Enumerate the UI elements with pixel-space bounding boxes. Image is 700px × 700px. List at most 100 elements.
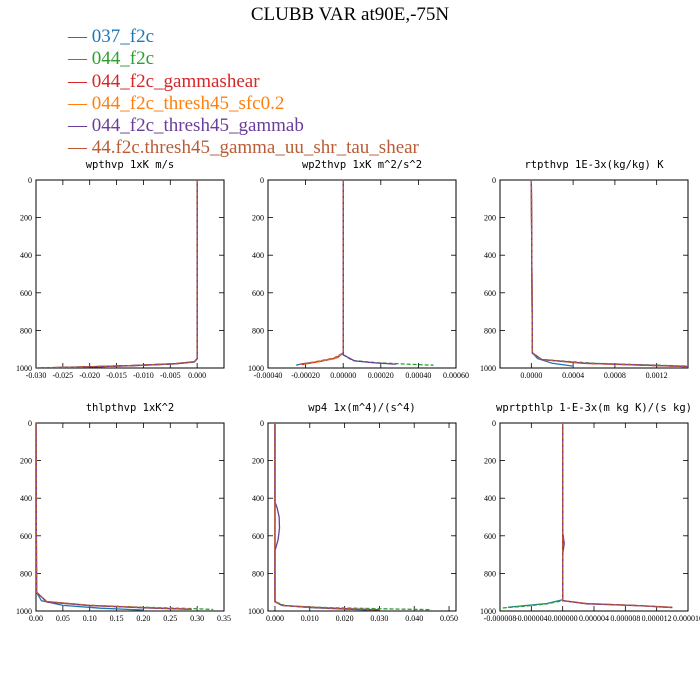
- series-line: [303, 180, 344, 365]
- series-line: [507, 423, 564, 608]
- x-tick-label: 0.010: [301, 614, 319, 623]
- series-line: [274, 423, 380, 611]
- legend-label: 044_f2c: [91, 48, 155, 70]
- x-tick-label: 0.0008: [604, 371, 626, 380]
- y-tick-label: 600: [20, 532, 32, 541]
- y-tick-label: 800: [484, 569, 496, 578]
- series-line: [562, 423, 673, 609]
- series-line: [530, 180, 574, 367]
- legend-swatch: —: [68, 137, 92, 159]
- series-line: [36, 423, 192, 610]
- series-line: [274, 423, 380, 611]
- x-tick-label: -0.00020: [291, 371, 320, 380]
- x-tick-label: 0.20: [136, 614, 150, 623]
- y-tick-label: 0: [260, 419, 264, 428]
- plot-frame: [499, 422, 689, 612]
- x-tick-label: -0.020: [79, 371, 100, 380]
- y-tick-label: 800: [20, 569, 32, 578]
- x-tick-label: 0.25: [163, 614, 177, 623]
- series-line: [299, 180, 344, 365]
- y-tick-label: 600: [252, 532, 264, 541]
- y-tick-label: 200: [20, 214, 32, 223]
- y-tick-label: 600: [484, 532, 496, 541]
- legend-swatch: —: [68, 92, 92, 114]
- legend-entry: — 044_f2c_thresh45_sfc0.2: [68, 93, 419, 115]
- x-tick-label: -0.010: [133, 371, 154, 380]
- chart-panel: wp4 1x(m^4)/(s^4) 0.000 0.010 0.020 0.030 0.0…: [248, 402, 458, 623]
- series-line: [36, 423, 192, 610]
- y-tick-label: 400: [484, 494, 496, 503]
- series-line: [342, 180, 396, 365]
- x-tick-label: 0.000: [266, 614, 284, 623]
- chart-panel: wpthvp 1xK m/s -0.030 -0.025 -0.020 -0.015 -0…: [16, 159, 225, 380]
- x-tick-label: 0.10: [83, 614, 97, 623]
- y-tick-label: 400: [252, 251, 264, 260]
- series-line: [530, 180, 688, 368]
- y-tick-label: 0: [260, 176, 264, 185]
- plot-frame: [267, 422, 457, 612]
- series-line: [36, 423, 144, 611]
- y-tick-label: 200: [484, 457, 496, 466]
- chart-panel: rtpthvp 1E-3x(kg/kg) K 0.0000 0.0004 0.0008…: [480, 159, 689, 380]
- x-tick-label: 0.00: [29, 614, 43, 623]
- series-line: [36, 423, 214, 611]
- legend-swatch: —: [68, 115, 92, 137]
- series-line: [36, 180, 198, 368]
- y-tick-label: 600: [252, 289, 264, 298]
- series-line: [530, 180, 688, 367]
- x-tick-label: 0.000012: [642, 614, 672, 623]
- panel-title: thlpthvp 1xK^2: [86, 402, 175, 414]
- y-tick-label: 600: [20, 289, 32, 298]
- x-tick-label: -0.025: [53, 371, 74, 380]
- legend-label: 044_f2c_thresh45_gammab: [91, 115, 304, 137]
- series-line: [562, 423, 673, 608]
- x-tick-label: -0.000004: [515, 614, 548, 623]
- x-tick-label: 0.00040: [405, 371, 431, 380]
- panel-title: wp2thvp 1xK m^2/s^2: [302, 159, 422, 171]
- y-tick-label: 200: [484, 214, 496, 223]
- x-tick-label: 0.0000: [520, 371, 542, 380]
- x-tick-label: -0.005: [160, 371, 181, 380]
- series-line: [36, 423, 187, 610]
- legend-entry: — 044_f2c_thresh45_gammab: [68, 115, 419, 137]
- panel-title: wprtpthlp 1-E-3x(m kg K)/(s kg): [496, 402, 692, 414]
- y-tick-label: 0: [28, 419, 32, 428]
- x-tick-label: 0.30: [190, 614, 204, 623]
- legend-label: 44.f2c.thresh45_gamma_uu_shr_tau_shear: [91, 137, 419, 159]
- x-tick-label: 0.00060: [443, 371, 469, 380]
- y-tick-label: 400: [20, 494, 32, 503]
- figure-title: CLUBB VAR at90E,-75N: [250, 4, 450, 25]
- panel-title: wpthvp 1xK m/s: [86, 159, 175, 171]
- y-tick-label: 800: [484, 326, 496, 335]
- series-line: [274, 423, 373, 611]
- series-line: [530, 180, 688, 368]
- series-line: [36, 423, 192, 610]
- series-line: [296, 180, 344, 366]
- series-line: [36, 180, 198, 368]
- y-tick-label: 1000: [16, 607, 32, 616]
- legend-swatch: —: [68, 26, 92, 47]
- series-line: [500, 423, 564, 609]
- x-tick-label: 0.040: [405, 614, 423, 623]
- x-tick-label: 0.000004: [579, 614, 609, 623]
- legend-swatch: —: [68, 70, 92, 92]
- x-tick-label: 0.00000: [330, 371, 356, 380]
- series-line: [36, 180, 198, 368]
- series-line: [562, 423, 673, 609]
- series-line: [274, 423, 432, 611]
- y-tick-label: 1000: [480, 364, 496, 373]
- series-line: [41, 180, 198, 368]
- series-line: [530, 180, 688, 368]
- y-tick-label: 1000: [16, 364, 32, 373]
- y-tick-label: 400: [484, 251, 496, 260]
- y-tick-label: 200: [252, 457, 264, 466]
- y-tick-label: 1000: [248, 364, 264, 373]
- plot-frame: [35, 179, 225, 369]
- y-tick-label: 0: [492, 176, 496, 185]
- series-line: [562, 423, 673, 609]
- x-tick-label: 0.05: [56, 614, 70, 623]
- y-tick-label: 400: [252, 494, 264, 503]
- y-tick-label: 600: [484, 289, 496, 298]
- legend-label: 037_f2c: [91, 26, 155, 47]
